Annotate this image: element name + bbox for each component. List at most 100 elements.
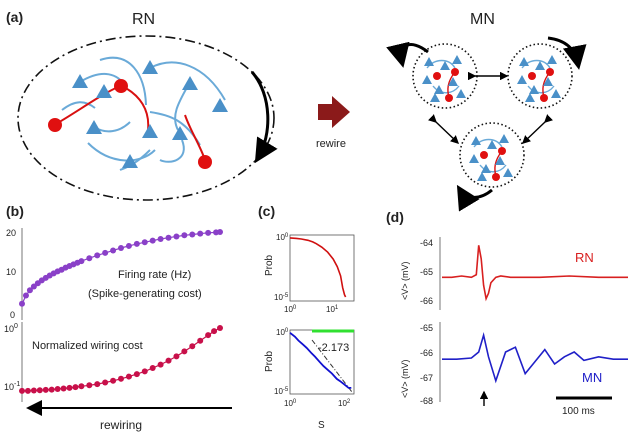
d-top-ytick-2: -66 (420, 296, 433, 306)
mn-series-label: MN (582, 370, 602, 385)
wiring-cost-point (126, 374, 132, 380)
mn-inhibitory-neuron (433, 72, 441, 80)
c-top-distribution-line (290, 238, 346, 297)
wiring-cost-point (181, 348, 187, 354)
firing-rate-point (78, 258, 84, 264)
b-bottom-ytick-top: 100 (4, 323, 18, 334)
wiring-cost-point (217, 325, 223, 331)
wiring-cost-point (19, 388, 25, 394)
c-top-xtick-right: 101 (326, 305, 339, 314)
rewire-label: rewire (316, 138, 346, 150)
panel-b-label: (b) (6, 203, 24, 219)
b-top-ytick-10: 10 (6, 267, 16, 277)
c-xlabel: S (318, 420, 325, 431)
wiring-cost-point (25, 388, 31, 394)
firing-rate-point (217, 229, 223, 235)
wiring-cost-series (19, 325, 223, 394)
mn-inhibitory-neuron (528, 72, 536, 80)
wiring-cost-point (173, 353, 179, 359)
d-top-ytick-0: -64 (420, 238, 433, 248)
mn-module-boundary (460, 123, 524, 187)
mn-excitatory-neuron (422, 75, 432, 84)
mn-excitatory-neuron (456, 89, 466, 98)
firing-rate-point (19, 301, 25, 307)
firing-rate-point (134, 241, 140, 247)
wiring-cost-point (142, 368, 148, 374)
c-slope-label: -2.173 (318, 342, 349, 354)
b-top-ytick-20: 20 (6, 228, 16, 238)
scale-bar-label: 100 ms (562, 406, 595, 417)
firing-rate-point (158, 236, 164, 242)
d-top-ytick-1: -65 (420, 267, 433, 277)
c-top-ytick-top: 100 (276, 233, 289, 242)
rewiring-label: rewiring (100, 418, 142, 432)
mn-excitatory-neuron (519, 57, 529, 66)
mn-excitatory-neuron (477, 172, 487, 181)
wiring-cost-point (118, 376, 124, 382)
c-top-plot-frame (290, 235, 354, 301)
mn-excitatory-neuron (499, 134, 509, 143)
mn-excitatory-neuron (525, 93, 535, 102)
firing-rate-point (86, 255, 92, 261)
mn-inhibitory-neuron (540, 94, 548, 102)
mn-network (413, 44, 572, 187)
mn-excitatory-neuron (430, 93, 440, 102)
wiring-cost-point (61, 385, 67, 391)
rn-blue-links (62, 58, 225, 170)
wiring-cost-point (150, 365, 156, 371)
mn-excitatory-neuron (471, 136, 481, 145)
mn-module-boundary (413, 44, 477, 108)
firing-rate-point (181, 232, 187, 238)
d-bottom-ylabel: <V> (mV) (400, 359, 410, 398)
panel-d-label: (d) (386, 209, 404, 225)
wiring-cost-point (189, 343, 195, 349)
firing-rate-point (189, 231, 195, 237)
mn-module-2 (508, 44, 572, 108)
mn-excitatory-neuron (424, 57, 434, 66)
c-top-ylabel: Prob (264, 254, 275, 276)
firing-rate-label: Firing rate (Hz) (118, 269, 191, 281)
mn-excitatory-neuron (517, 75, 527, 84)
mn-inhibitory-neuron (546, 68, 554, 76)
wiring-cost-point (102, 379, 108, 385)
firing-rate-point (166, 235, 172, 241)
wiring-cost-label: Normalized wiring cost (32, 340, 143, 352)
firing-rate-point (118, 245, 124, 251)
firing-rate-point (205, 230, 211, 236)
rn-network (48, 58, 228, 170)
wiring-cost-point (55, 386, 61, 392)
c-bottom-xtick-left: 100 (284, 399, 297, 408)
mn-excitatory-neuron (503, 168, 513, 177)
mn-inhibitory-neuron (451, 68, 459, 76)
wiring-cost-point (166, 358, 172, 364)
d-bottom-ytick-1: -66 (420, 348, 433, 358)
wiring-cost-point (86, 382, 92, 388)
wiring-cost-point (43, 387, 49, 393)
firing-rate-point (94, 252, 100, 258)
panel-b-top-axes: 20 10 0 (6, 228, 22, 320)
d-bottom-ytick-0: -65 (420, 323, 433, 333)
d-bottom-ytick-3: -68 (420, 396, 433, 406)
mn-excitatory-neuron (452, 55, 462, 64)
wiring-cost-point (49, 387, 55, 393)
wiring-cost-point (197, 338, 203, 344)
mn-excitatory-neuron (551, 89, 561, 98)
c-bottom-xtick-right: 102 (338, 399, 351, 408)
rewire-arrow-icon (318, 96, 350, 128)
mn-module-3 (460, 123, 524, 187)
mn-inhibitory-neuron (480, 151, 488, 159)
wiring-cost-point (211, 328, 217, 334)
spike-cost-label: (Spike-generating cost) (88, 288, 202, 300)
rn-network-boundary (18, 36, 274, 200)
c-top-ytick-bottom: 10-5 (274, 293, 289, 302)
rn-rotation-arrow (252, 72, 268, 158)
mn-inhibitory-neuron (492, 173, 500, 181)
rn-series-label: RN (575, 250, 594, 265)
firing-rate-point (23, 293, 29, 299)
wiring-cost-point (134, 371, 140, 377)
firing-rate-point (142, 239, 148, 245)
b-top-ytick-0: 0 (10, 310, 15, 320)
wiring-cost-point (72, 384, 78, 390)
c-bottom-ytick-top: 100 (276, 328, 289, 337)
